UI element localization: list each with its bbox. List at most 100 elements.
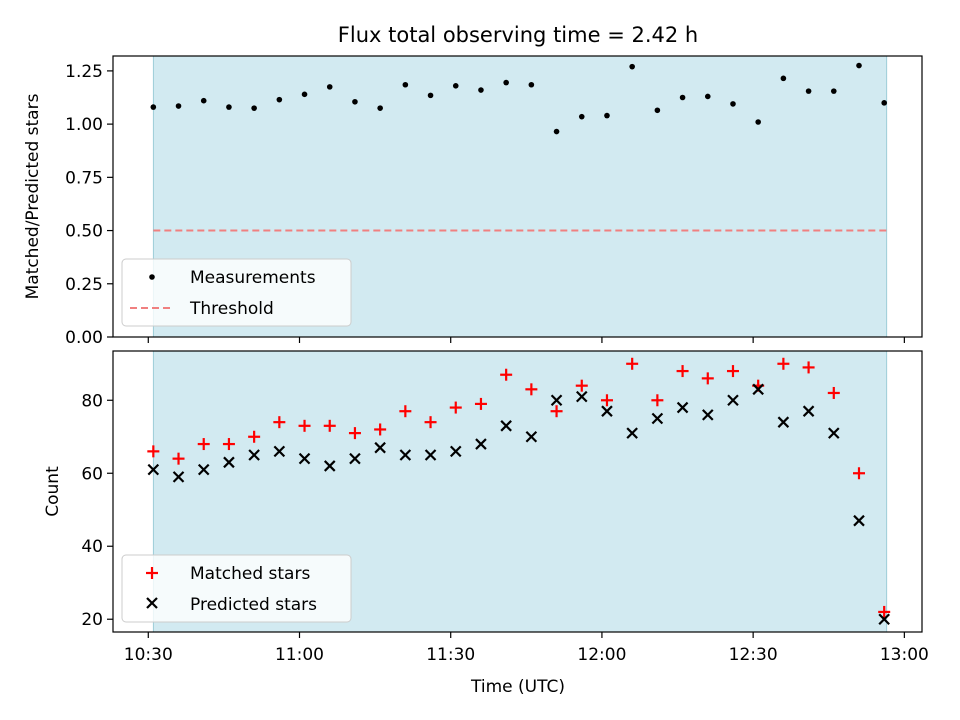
measurement-points xyxy=(150,62,887,135)
predicted-star-point xyxy=(777,416,790,428)
predicted-star-point xyxy=(374,441,386,454)
measurement-point xyxy=(679,94,686,101)
legend-predicted-stars: Predicted stars xyxy=(190,595,317,615)
measurement-point xyxy=(200,97,207,104)
measurement-point xyxy=(251,105,257,111)
ratio-y-ticks: 0.00 0.25 0.50 0.75 1.00 1.25 xyxy=(65,62,113,348)
legend-measurements: Measurements xyxy=(190,268,316,288)
predicted-legend-marker xyxy=(146,597,158,609)
matched-star-point xyxy=(777,357,790,370)
predicted-star-point xyxy=(500,420,512,432)
predicted-star-point xyxy=(752,383,764,396)
x-tick-label: 12:30 xyxy=(729,645,778,665)
measurement-point xyxy=(629,63,635,70)
predicted-star-point xyxy=(802,405,815,417)
predicted-star-point xyxy=(525,430,538,443)
y-tick-label: 0.25 xyxy=(65,275,103,295)
y-tick-label: 1.00 xyxy=(65,115,103,135)
measurement-point xyxy=(503,79,509,86)
matched-star-point xyxy=(550,405,563,418)
matched-star-points xyxy=(147,357,891,618)
predicted-star-point xyxy=(349,452,361,465)
matched-star-point xyxy=(651,394,664,407)
measurement-point xyxy=(604,112,610,119)
matched-star-point xyxy=(600,394,613,407)
x-tick-label: 11:30 xyxy=(426,645,475,665)
matched-star-point xyxy=(449,401,462,414)
ratio-x-ticks xyxy=(147,337,905,343)
y-tick-label: 40 xyxy=(81,537,103,557)
measurement-point xyxy=(427,92,434,99)
matched-star-point xyxy=(197,438,210,451)
count-x-ticks: 10:30 11:00 11:30 12:00 12:30 13:00 xyxy=(124,632,929,665)
measurement-point xyxy=(755,119,761,125)
predicted-star-point xyxy=(323,460,336,472)
matched-legend-marker xyxy=(146,567,158,579)
matched-star-point xyxy=(878,605,891,618)
predicted-star-point xyxy=(727,394,739,407)
matched-star-point xyxy=(575,379,588,392)
predicted-star-point xyxy=(702,409,714,421)
matched-star-point xyxy=(525,383,538,396)
matched-star-point xyxy=(474,397,487,410)
predicted-star-point xyxy=(651,412,664,425)
matched-star-point xyxy=(348,427,361,440)
measurement-point xyxy=(553,128,560,135)
count-legend: Matched stars Predicted stars xyxy=(121,554,352,623)
predicted-star-point xyxy=(475,438,487,450)
matched-star-point xyxy=(852,467,865,480)
y-tick-label: 0.50 xyxy=(65,222,103,242)
matched-star-point xyxy=(399,405,412,418)
measurement-point xyxy=(528,81,535,88)
measurement-point xyxy=(175,103,182,109)
matched-star-point xyxy=(172,452,185,465)
matched-star-point xyxy=(273,416,286,429)
measurement-point xyxy=(478,87,484,93)
y-tick-label: 60 xyxy=(81,464,103,484)
measurement-point xyxy=(276,96,283,103)
matched-star-point xyxy=(701,372,714,385)
measurement-point xyxy=(730,101,736,107)
ratio-legend: Measurements Threshold xyxy=(121,258,352,327)
predicted-star-point xyxy=(676,401,689,414)
predicted-star-point xyxy=(273,445,286,458)
y-tick-label: 0.00 xyxy=(65,328,103,348)
matched-star-point xyxy=(827,386,840,399)
predicted-star-point xyxy=(626,427,638,439)
measurement-point xyxy=(326,84,333,90)
measurement-point xyxy=(830,88,837,94)
predicted-star-point xyxy=(399,449,412,461)
matched-star-point xyxy=(676,365,689,378)
legend-matched-stars: Matched stars xyxy=(190,564,310,584)
y-tick-label: 1.25 xyxy=(65,62,103,82)
matched-star-point xyxy=(222,438,235,451)
predicted-star-point xyxy=(575,390,588,403)
matched-star-point xyxy=(147,445,160,458)
matched-star-point xyxy=(298,419,311,432)
predicted-star-point xyxy=(550,394,563,407)
count-y-axis-label: Count xyxy=(43,466,63,517)
chart-title: Flux total observing time = 2.42 h xyxy=(338,23,698,47)
measurement-point xyxy=(402,81,409,88)
predicted-star-point xyxy=(147,463,160,476)
measurement-point xyxy=(654,107,661,114)
predicted-star-points xyxy=(147,383,890,626)
x-tick-label: 11:00 xyxy=(275,645,324,665)
matched-star-point xyxy=(500,368,513,381)
matched-star-point xyxy=(248,430,261,443)
matched-star-point xyxy=(802,361,815,374)
measurement-point xyxy=(150,104,157,110)
count-y-ticks: 20 40 60 80 xyxy=(81,391,113,630)
y-tick-label: 0.75 xyxy=(65,168,103,188)
predicted-star-point xyxy=(449,445,462,458)
predicted-star-point xyxy=(248,449,260,461)
predicted-star-point xyxy=(172,471,185,483)
predicted-star-point xyxy=(223,456,235,469)
y-tick-label: 80 xyxy=(81,391,103,411)
matched-star-point xyxy=(626,357,639,370)
ratio-axes-frame xyxy=(112,55,923,338)
measurement-point xyxy=(805,88,812,94)
x-axis-label: Time (UTC) xyxy=(470,677,565,697)
